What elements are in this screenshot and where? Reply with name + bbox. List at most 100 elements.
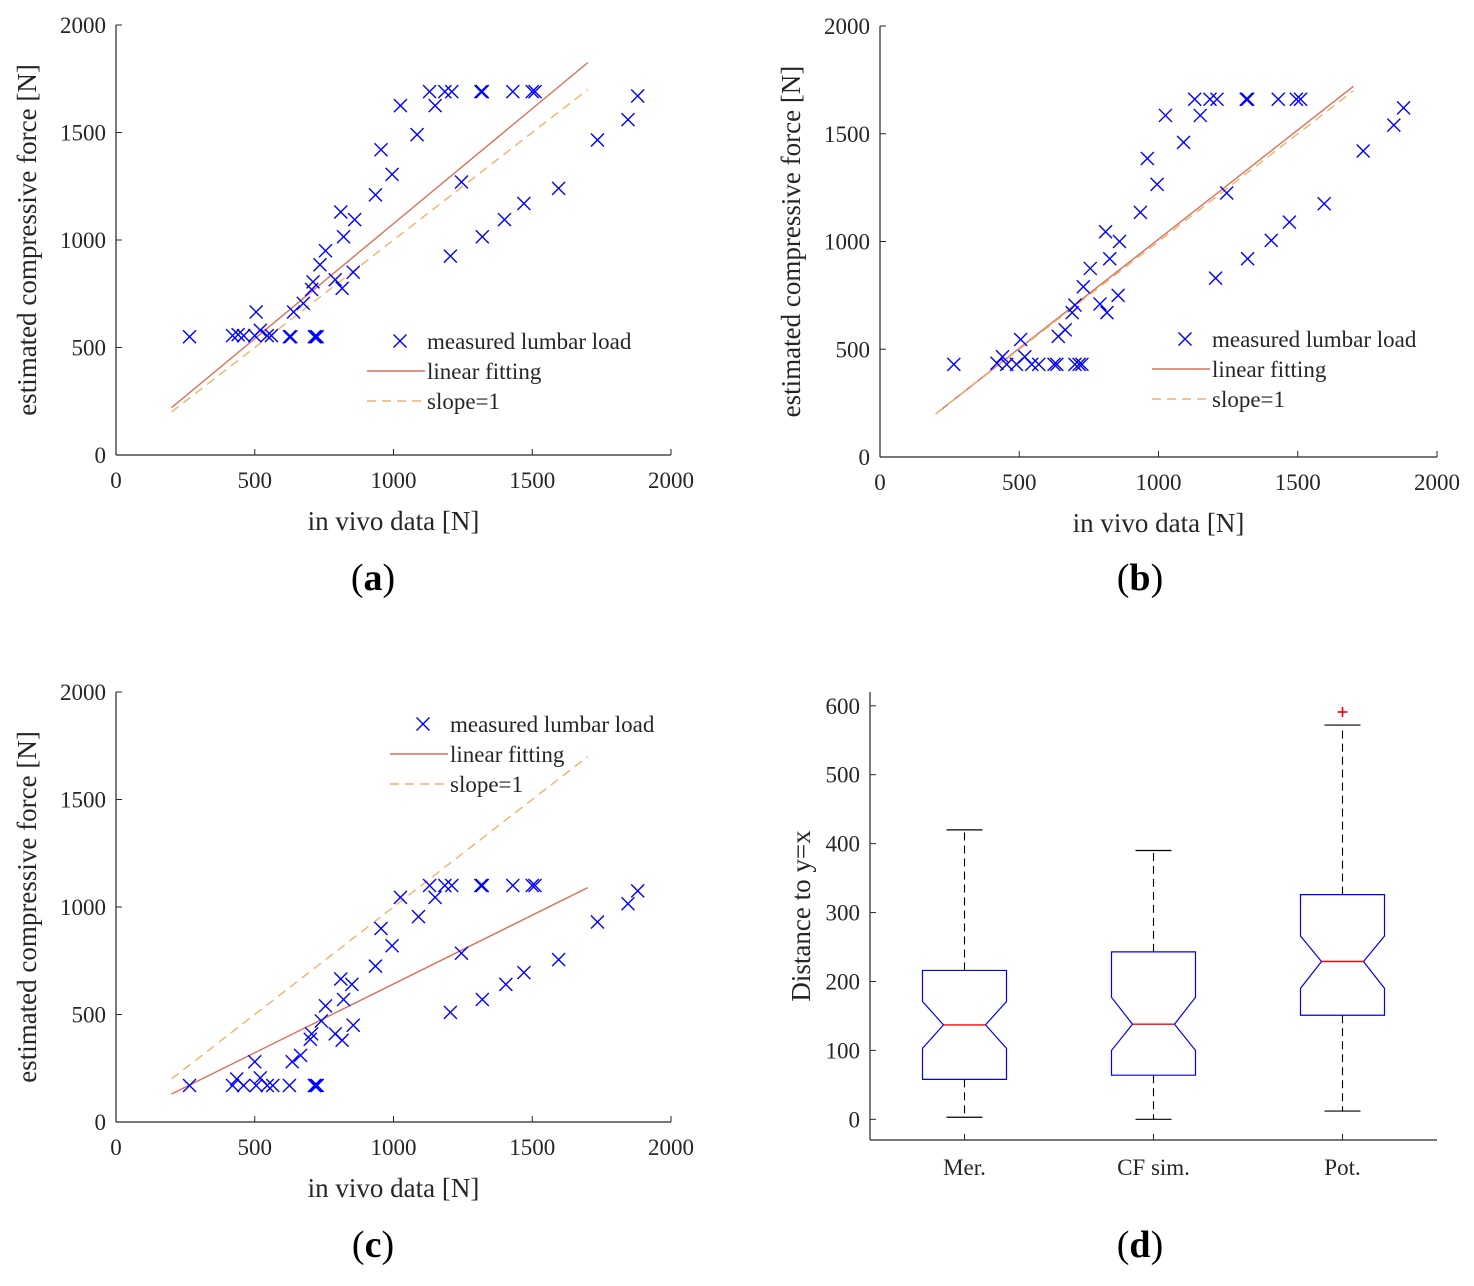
data-point-marker: [1099, 305, 1114, 320]
marker-stroke: [225, 328, 240, 343]
data-point-marker: [1209, 92, 1224, 107]
data-point-marker: [282, 329, 297, 344]
marker-stroke: [225, 1078, 240, 1093]
marker-stroke: [444, 84, 459, 99]
data-point-marker: [1140, 151, 1155, 166]
data-point-marker: [1058, 322, 1073, 337]
marker-stroke: [473, 84, 488, 99]
slope-one-line: [171, 88, 589, 413]
data-point-marker: [307, 329, 322, 344]
marker-stroke: [346, 265, 361, 280]
marker-stroke: [630, 883, 645, 898]
marker-stroke: [293, 1048, 308, 1063]
marker-stroke: [590, 915, 605, 930]
marker-stroke: [1282, 215, 1297, 230]
marker-stroke: [393, 98, 408, 113]
data-point-marker: [314, 1013, 329, 1028]
data-point-marker: [475, 992, 490, 1007]
notched-box: [1110, 951, 1197, 1076]
data-point-marker: [1024, 357, 1039, 372]
data-point-marker: [475, 878, 490, 893]
data-point-marker: [336, 229, 351, 244]
marker-stroke: [260, 1078, 275, 1093]
data-point-marker: [346, 1018, 361, 1033]
data-point-marker: [551, 181, 566, 196]
marker-stroke: [946, 357, 961, 372]
data-point-marker: [630, 883, 645, 898]
marker-stroke: [1386, 118, 1401, 133]
marker-stroke: [347, 212, 362, 227]
x-axis-label: in vivo data [N]: [308, 506, 480, 536]
marker-stroke: [344, 977, 359, 992]
y-tick-label: 1000: [824, 230, 870, 255]
marker-stroke: [551, 952, 566, 967]
x-tick-label: 0: [874, 470, 886, 495]
data-point-marker: [1098, 224, 1113, 239]
data-point-marker: [260, 328, 275, 343]
marker-stroke: [307, 329, 322, 344]
data-point-marker: [422, 84, 437, 99]
marker-stroke: [236, 1078, 251, 1093]
caption-open-paren: (: [1117, 557, 1130, 599]
data-point-marker: [312, 257, 327, 272]
marker-stroke: [182, 329, 197, 344]
x-tick-label: 1000: [1136, 470, 1182, 495]
marker-stroke: [428, 890, 443, 905]
x-tick-label: 500: [238, 468, 273, 493]
y-tick-label: 100: [826, 1038, 861, 1063]
box-element: [1299, 706, 1386, 1112]
y-tick-label: 1000: [60, 895, 106, 920]
marker-stroke: [1065, 305, 1080, 320]
marker-stroke: [422, 878, 437, 893]
caption-letter: d: [1129, 1224, 1150, 1266]
data-point-marker: [393, 98, 408, 113]
legend-marker-icon: [416, 717, 430, 731]
data-point-marker: [428, 98, 443, 113]
data-point-marker: [1013, 332, 1028, 347]
marker-stroke: [475, 84, 490, 99]
marker-stroke: [525, 84, 540, 99]
marker-stroke: [285, 1054, 300, 1069]
data-point-marker: [475, 229, 490, 244]
caption-close-paren: ): [1151, 1224, 1164, 1266]
marker-stroke: [516, 965, 531, 980]
data-point-marker: [374, 142, 389, 157]
data-point-marker: [253, 323, 268, 338]
marker-stroke: [475, 878, 490, 893]
marker-stroke: [333, 972, 348, 987]
data-point-marker: [995, 349, 1010, 364]
data-point-marker: [1386, 118, 1401, 133]
marker-stroke: [314, 1013, 329, 1028]
x-tick-label: 2000: [1414, 470, 1460, 495]
data-point-marker: [335, 281, 350, 296]
marker-stroke: [497, 212, 512, 227]
data-point-marker: [1176, 135, 1191, 150]
notched-box: [1299, 894, 1386, 1016]
y-tick-label: 300: [826, 901, 861, 926]
y-tick-label: 400: [826, 832, 861, 857]
data-point-marker: [1193, 108, 1208, 123]
data-point-marker: [590, 915, 605, 930]
data-point-marker: [443, 249, 458, 264]
data-point-marker: [1240, 251, 1255, 266]
y-tick-label: 500: [826, 763, 861, 788]
marker-stroke: [1072, 357, 1087, 372]
y-tick-label: 600: [826, 694, 861, 719]
data-point-marker: [265, 1078, 280, 1093]
marker-stroke: [1093, 297, 1108, 311]
marker-stroke: [229, 1072, 244, 1086]
legend-label: measured lumbar load: [450, 712, 655, 737]
data-point-marker: [247, 1054, 262, 1069]
marker-stroke: [1240, 92, 1255, 107]
marker-stroke: [410, 127, 425, 142]
data-point-marker: [1240, 92, 1255, 107]
data-point-marker: [346, 265, 361, 280]
marker-stroke: [1140, 151, 1155, 166]
marker-stroke: [1176, 135, 1191, 150]
x-tick-label: 500: [1002, 470, 1037, 495]
marker-stroke: [999, 357, 1014, 372]
y-tick-label: 1500: [60, 121, 106, 146]
data-point-marker: [473, 84, 488, 99]
panel-d-box-plot: 0 100 200 300 400 500 600 Mer. CF sim. Pot. Distan…: [786, 692, 1437, 1266]
marker-stroke: [443, 1005, 458, 1020]
